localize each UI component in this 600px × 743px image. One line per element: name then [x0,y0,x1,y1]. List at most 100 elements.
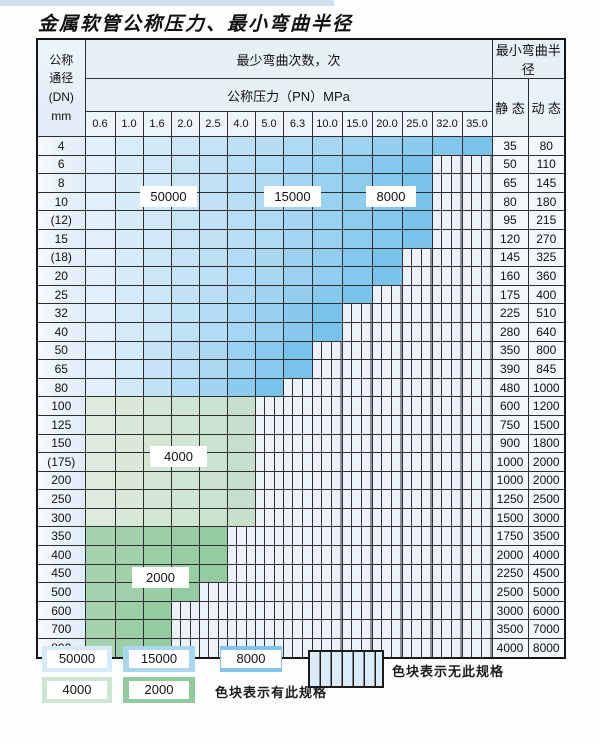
spec-available-cell [84,340,116,361]
spec-unavailable-cell [461,377,493,398]
spec-available-cell [170,136,200,156]
dynamic-value: 845 [527,359,566,379]
spec-unavailable-cell [311,507,343,528]
spec-available-cell [341,247,373,268]
spec-unavailable-cell [311,526,343,547]
spec-unavailable-cell [226,526,256,547]
spec-available-cell [84,507,116,528]
spec-unavailable-cell [371,619,403,640]
table-row: 32 225 510 [36,303,566,323]
spec-unavailable-cell [311,582,343,602]
spec-available-cell [254,210,284,230]
spec-available-cell [114,191,144,212]
spec-unavailable-cell [371,507,403,528]
dynamic-value: 800 [527,340,566,361]
dynamic-value: 6000 [527,600,566,621]
spec-unavailable-cell [341,452,373,472]
spec-available-cell [198,359,228,379]
legend-chip-label: 8000 [221,650,281,668]
spec-available-cell [142,247,172,268]
spec-available-cell [198,545,228,565]
spec-unavailable-cell [461,638,493,659]
dn-label: 80 [36,377,86,398]
spec-available-cell [198,210,228,230]
spec-unavailable-cell [431,173,463,193]
spec-unavailable-cell [341,526,373,547]
spec-available-cell [84,266,116,286]
spec-available-cell [254,359,284,379]
spec-unavailable-cell [254,433,284,454]
spec-unavailable-cell [401,303,433,323]
dn-label: 20 [36,266,86,286]
table-row: 300 1500 3000 [36,507,566,528]
spec-available-cell [84,377,116,398]
spec-unavailable-cell [401,452,433,472]
spec-unavailable-cell [311,452,343,472]
spec-unavailable-cell [254,452,284,472]
dynamic-value: 80 [527,136,566,156]
spec-unavailable-cell [341,396,373,416]
dynamic-value: 4500 [527,563,566,584]
spec-available-cell [114,228,144,249]
spec-available-cell [311,284,343,305]
dynamic-value: 2000 [527,470,566,491]
table-row: 80 480 1000 [36,377,566,398]
spec-unavailable-cell [431,266,463,286]
spec-available-cell [114,396,144,416]
spec-unavailable-cell [431,154,463,175]
spec-unavailable-cell [254,507,284,528]
spec-unavailable-cell [431,303,463,323]
spec-unavailable-cell [431,284,463,305]
spec-available-cell [142,284,172,305]
spec-unavailable-cell [371,582,403,602]
spec-available-cell [371,247,403,268]
pressure-col-header: 4.0 [226,111,256,137]
dn-label: 8 [36,173,86,193]
spec-available-cell [341,228,373,249]
spec-unavailable-cell [461,154,493,175]
spec-available-cell [114,321,144,342]
spec-available-cell [198,377,228,398]
cycle-count-label-8000: 8000 [366,186,416,207]
spec-available-cell [371,154,403,175]
spec-available-cell [226,266,256,286]
spec-unavailable-cell [461,507,493,528]
spec-unavailable-cell [311,359,343,379]
spec-unavailable-cell [461,303,493,323]
spec-unavailable-cell [401,600,433,621]
dynamic-value: 7000 [527,619,566,640]
static-value: 900 [491,433,529,454]
spec-available-cell [114,359,144,379]
spec-available-cell [254,266,284,286]
spec-available-cell [311,136,343,156]
dn-label: 700 [36,619,86,640]
spec-available-cell [282,303,313,323]
spec-available-cell [311,266,343,286]
spec-available-cell [198,191,228,212]
spec-available-cell [170,396,200,416]
spec-unavailable-cell [461,619,493,640]
dynamic-value: 145 [527,173,566,193]
legend-no-spec-text: 色块表示无此规格 [392,664,505,679]
dynamic-value: 5000 [527,582,566,602]
spec-available-cell [114,470,144,491]
spec-unavailable-cell [341,545,373,565]
cycle-count-label-50000: 50000 [140,186,197,207]
spec-available-cell [226,507,256,528]
dn-label: 6 [36,154,86,175]
spec-available-cell [142,377,172,398]
spec-available-cell [114,173,144,193]
spec-available-cell [198,266,228,286]
spec-available-cell [226,247,256,268]
static-value: 1000 [491,452,529,472]
spec-unavailable-cell [461,526,493,547]
spec-unavailable-cell [461,191,493,212]
spec-unavailable-cell [341,359,373,379]
spec-available-cell [114,452,144,472]
table-row: 350 1750 3500 [36,526,566,547]
spec-available-cell [170,228,200,249]
static-value: 2500 [491,582,529,602]
spec-unavailable-cell [461,489,493,509]
spec-available-cell [341,266,373,286]
spec-unavailable-cell [254,414,284,435]
